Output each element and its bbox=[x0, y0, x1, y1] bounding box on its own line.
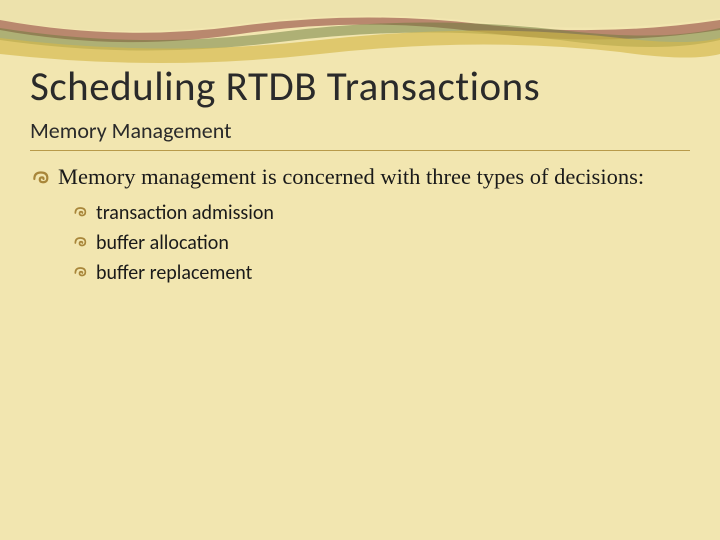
swirl-bullet-icon bbox=[30, 166, 56, 192]
sub-bullet-text: transaction admission bbox=[96, 200, 274, 226]
sub-bullet-row: buffer replacement bbox=[72, 260, 690, 286]
sub-bullet-list: transaction admission buffer allocation … bbox=[72, 200, 690, 286]
sub-bullet-text: buffer allocation bbox=[96, 230, 229, 256]
swirl-bullet-icon bbox=[72, 203, 92, 223]
slide-subtitle: Memory Management bbox=[30, 117, 231, 144]
slide-title: Scheduling RTDB Transactions bbox=[30, 62, 540, 112]
sub-bullet-row: buffer allocation bbox=[72, 230, 690, 256]
sub-bullet-row: transaction admission bbox=[72, 200, 690, 226]
sub-bullet-text: buffer replacement bbox=[96, 260, 252, 286]
slide-container: Scheduling RTDB Transactions Memory Mana… bbox=[0, 0, 720, 540]
swirl-bullet-icon bbox=[72, 263, 92, 283]
main-bullet-text: Memory management is concerned with thre… bbox=[58, 162, 644, 192]
main-bullet-row: Memory management is concerned with thre… bbox=[30, 162, 690, 192]
content-area: Memory management is concerned with thre… bbox=[30, 162, 690, 290]
title-divider bbox=[30, 150, 690, 151]
swirl-bullet-icon bbox=[72, 233, 92, 253]
